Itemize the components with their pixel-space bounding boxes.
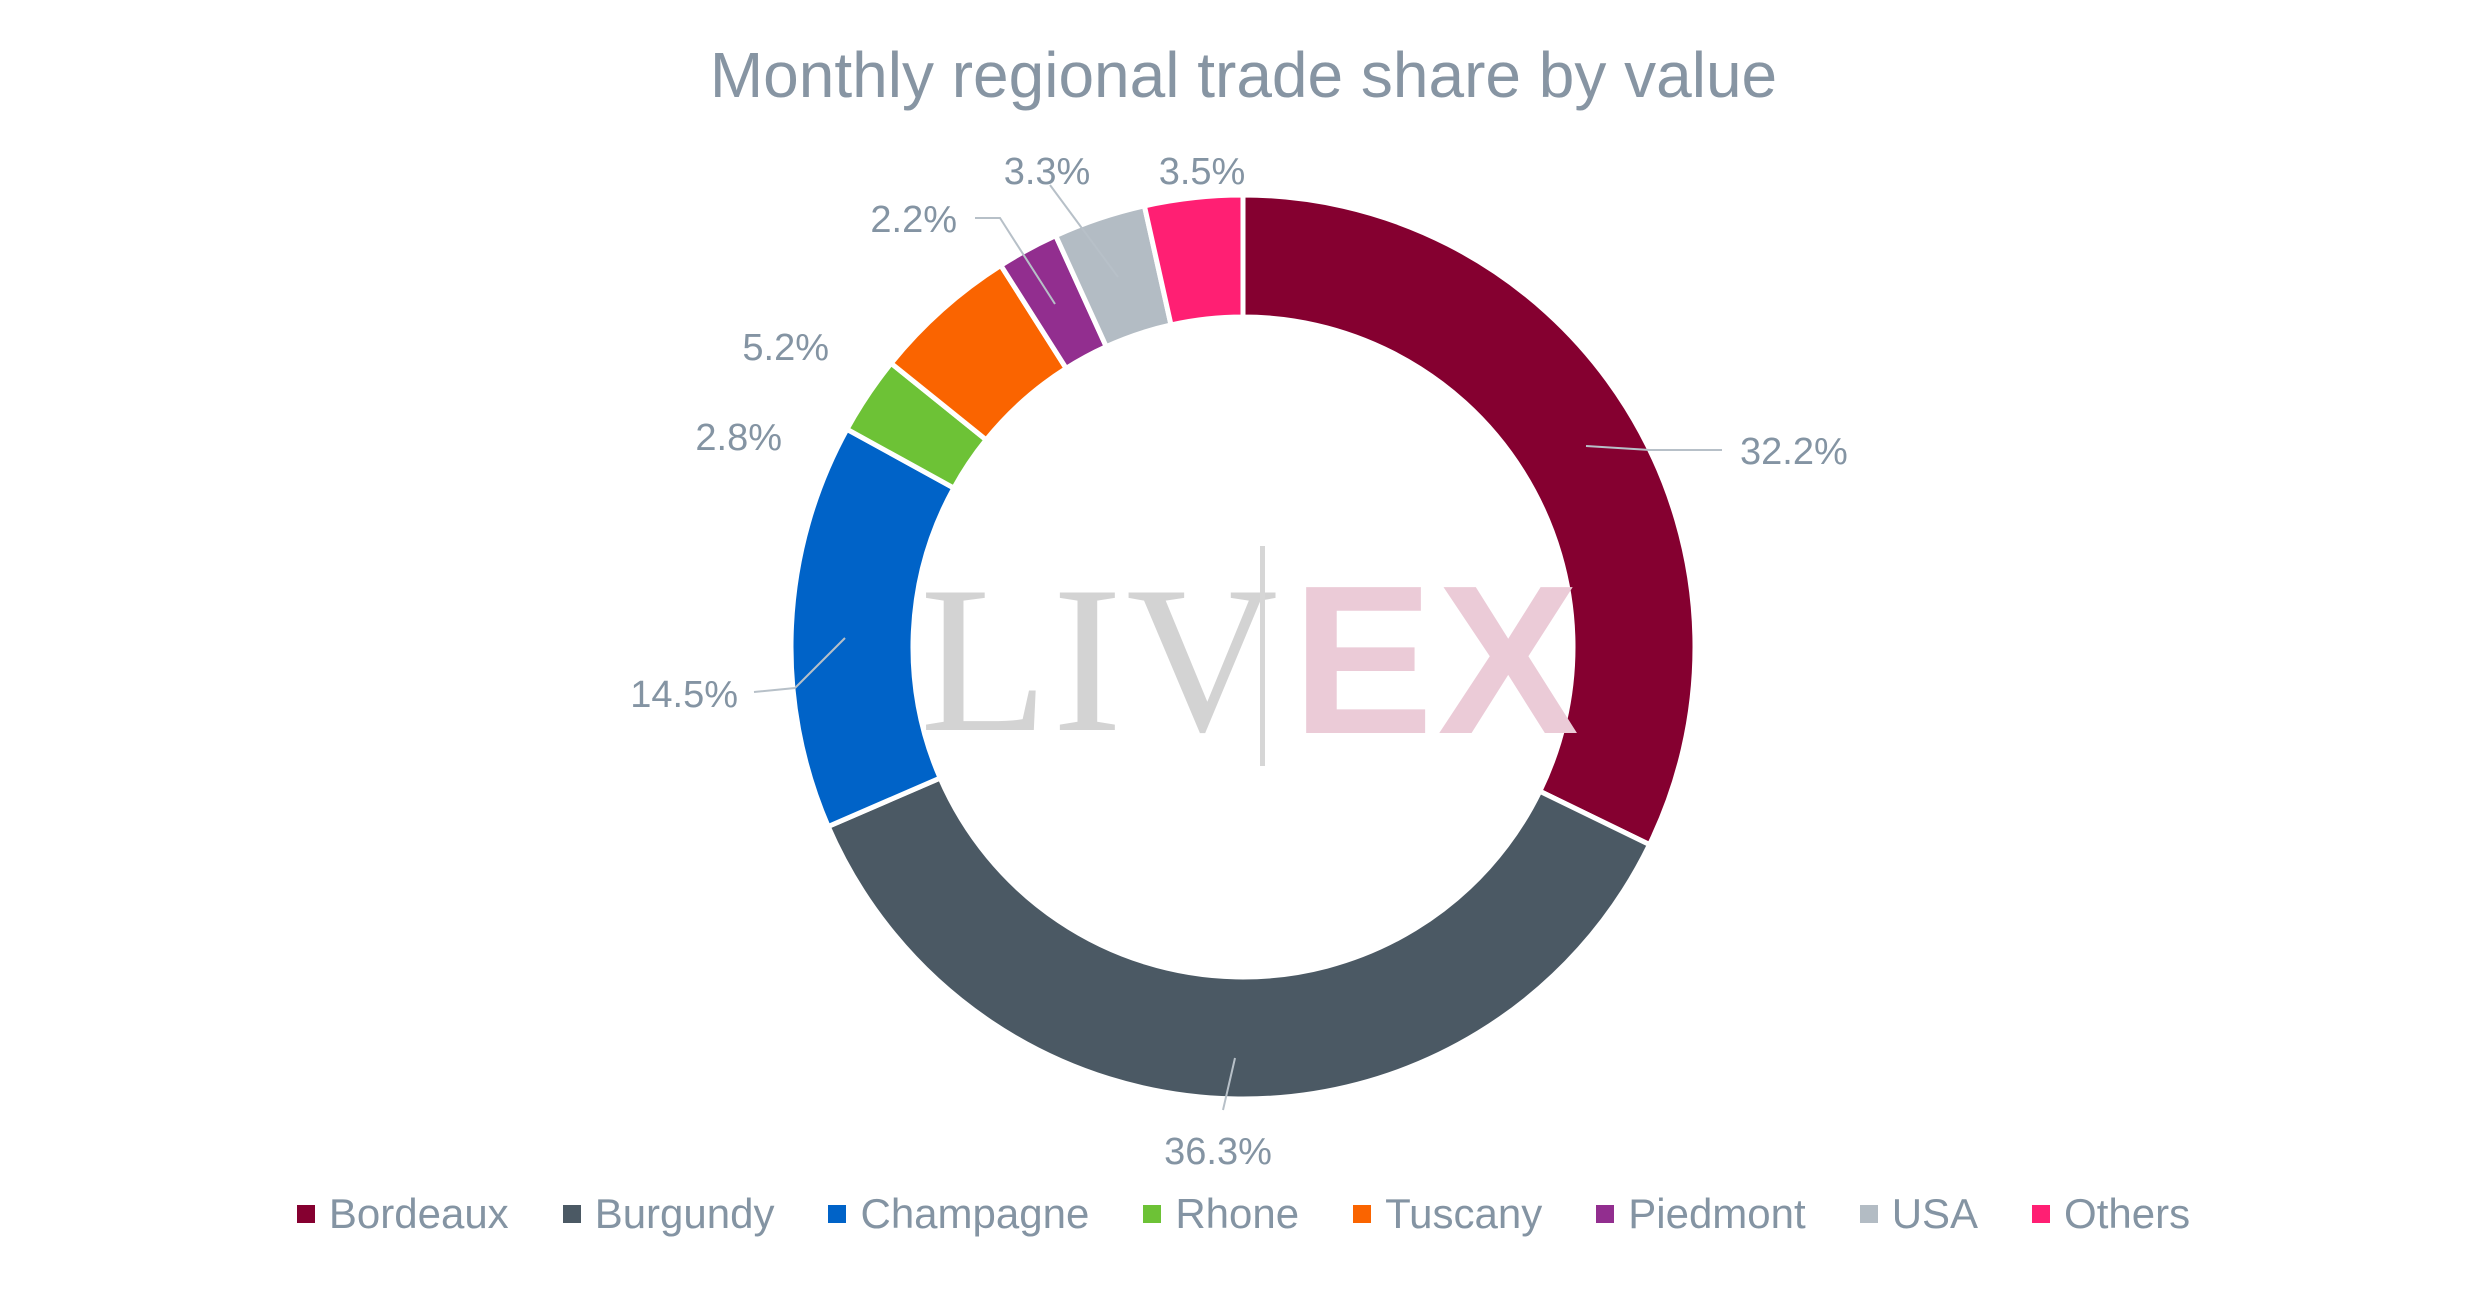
legend-label-others: Others bbox=[2064, 1190, 2191, 1237]
donut-slice-burgundy bbox=[824, 774, 1653, 1102]
legend-item-others: Others bbox=[2032, 1190, 2190, 1238]
data-label-piedmont: 2.2% bbox=[870, 199, 957, 241]
legend-label-tuscany: Tuscany bbox=[1385, 1190, 1543, 1237]
watermark-divider bbox=[1260, 546, 1265, 766]
data-label-others: 3.5% bbox=[1159, 151, 1246, 193]
legend-label-piedmont: Piedmont bbox=[1628, 1190, 1806, 1237]
legend-item-rhone: Rhone bbox=[1143, 1190, 1299, 1238]
legend-label-champagne: Champagne bbox=[860, 1190, 1090, 1237]
leader-line-champagne bbox=[753, 637, 846, 693]
leader-line-bordeaux bbox=[1585, 445, 1722, 451]
legend-label-rhone: Rhone bbox=[1175, 1190, 1300, 1237]
legend-item-piedmont: Piedmont bbox=[1596, 1190, 1806, 1238]
legend-item-burgundy: Burgundy bbox=[562, 1190, 775, 1238]
legend-swatch-piedmont bbox=[1596, 1205, 1615, 1223]
leader-line-burgundy bbox=[1222, 1057, 1236, 1111]
leader-line-usa bbox=[1049, 184, 1119, 278]
data-label-champagne: 14.5% bbox=[630, 674, 738, 716]
watermark-liv-text: LIV bbox=[920, 544, 1282, 776]
donut-slice-bordeaux bbox=[1240, 192, 1698, 848]
data-label-rhone: 2.8% bbox=[695, 417, 782, 459]
legend-label-burgundy: Burgundy bbox=[594, 1190, 775, 1237]
legend-swatch-usa bbox=[1859, 1205, 1878, 1223]
donut-slice-others bbox=[1141, 192, 1246, 328]
livex-watermark: LIV EX bbox=[920, 540, 1580, 780]
legend-swatch-champagne bbox=[828, 1205, 847, 1223]
legend-label-usa: USA bbox=[1891, 1190, 1979, 1237]
legend-item-bordeaux: Bordeaux bbox=[296, 1190, 509, 1238]
data-label-bordeaux: 32.2% bbox=[1740, 431, 1848, 473]
chart-legend: Bordeaux Burgundy Champagne Rhone Tuscany Pie… bbox=[0, 1190, 2487, 1238]
legend-swatch-tuscany bbox=[1353, 1205, 1372, 1223]
chart-title: Monthly regional trade share by value bbox=[709, 39, 1778, 111]
legend-item-tuscany: Tuscany bbox=[1353, 1190, 1542, 1238]
legend-swatch-rhone bbox=[1143, 1205, 1162, 1223]
data-label-usa: 3.3% bbox=[1004, 151, 1091, 193]
legend-swatch-others bbox=[2032, 1205, 2051, 1223]
data-label-tuscany: 5.2% bbox=[742, 327, 829, 369]
legend-swatch-burgundy bbox=[562, 1205, 581, 1223]
legend-label-bordeaux: Bordeaux bbox=[328, 1190, 509, 1237]
legend-item-usa: USA bbox=[1859, 1190, 1979, 1238]
legend-swatch-bordeaux bbox=[296, 1205, 315, 1223]
leader-line-piedmont bbox=[975, 217, 1056, 305]
watermark-ex-text: EX bbox=[1292, 541, 1583, 778]
legend-item-champagne: Champagne bbox=[828, 1190, 1089, 1238]
data-label-burgundy: 36.3% bbox=[1164, 1131, 1272, 1173]
